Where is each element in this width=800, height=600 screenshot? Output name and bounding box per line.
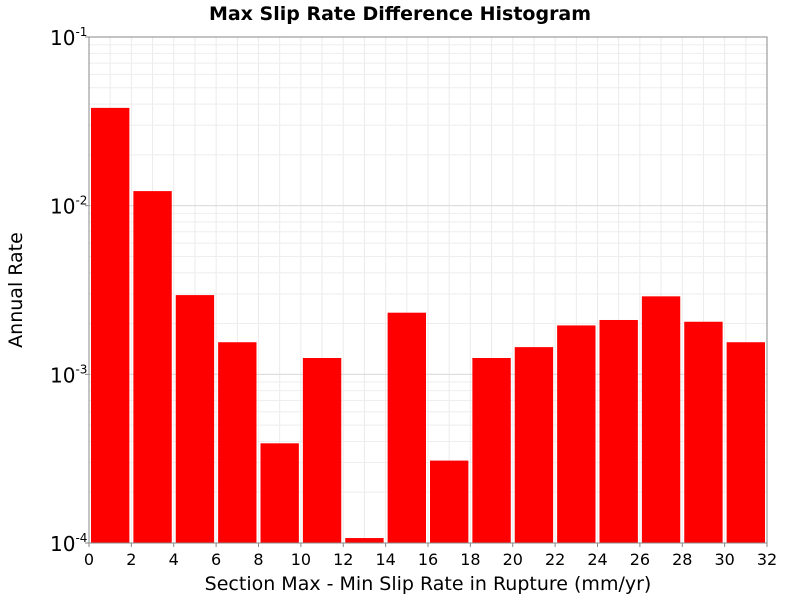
histogram-bar [133,191,172,543]
histogram-bar [557,325,596,543]
x-tick-label: 26 [630,550,650,569]
histogram-bar [726,342,765,543]
x-tick-label: 32 [757,550,777,569]
histogram-bar [430,460,469,543]
x-tick-label: 12 [333,550,353,569]
x-tick-label: 16 [418,550,438,569]
histogram-bar [514,347,554,543]
x-tick-label: 24 [587,550,607,569]
x-tick-label: 28 [672,550,692,569]
y-tick-label: 10-1 [50,25,87,50]
histogram-bar [684,321,723,543]
x-tick-label: 14 [375,550,395,569]
x-tick-label: 18 [460,550,480,569]
histogram-bar [387,312,426,543]
x-tick-label: 20 [503,550,523,569]
y-axis: 10-4 10-3 10-2 10-1 [50,25,89,556]
bars [91,107,765,544]
x-tick-label: 30 [714,550,734,569]
x-tick-label: 2 [126,550,136,569]
y-tick-label: 10-4 [50,531,87,556]
y-tick-label: 10-3 [50,362,87,387]
y-tick-label: 10-2 [50,194,87,219]
histogram-bar [91,107,130,544]
x-tick-label: 10 [291,550,311,569]
x-axis: 0 2 4 6 8 10 12 14 16 18 20 22 24 26 28 30 32 [84,543,777,569]
histogram-bar [302,357,342,543]
histogram-bar [472,357,511,543]
histogram-bar [175,295,215,543]
x-tick-label: 8 [253,550,263,569]
histogram-bar [260,443,299,543]
histogram-bar [218,342,257,543]
x-tick-label: 4 [169,550,179,569]
y-axis-label: Annual Rate [5,232,27,348]
histogram-bar [599,319,638,543]
histogram-bar [641,296,681,543]
x-tick-label: 22 [545,550,565,569]
x-tick-label: 6 [211,550,221,569]
histogram-bar [345,538,384,543]
x-tick-label: 0 [84,550,94,569]
x-axis-label: Section Max - Min Slip Rate in Rupture (… [205,573,652,595]
chart-title: Max Slip Rate Difference Histogram [209,3,591,25]
